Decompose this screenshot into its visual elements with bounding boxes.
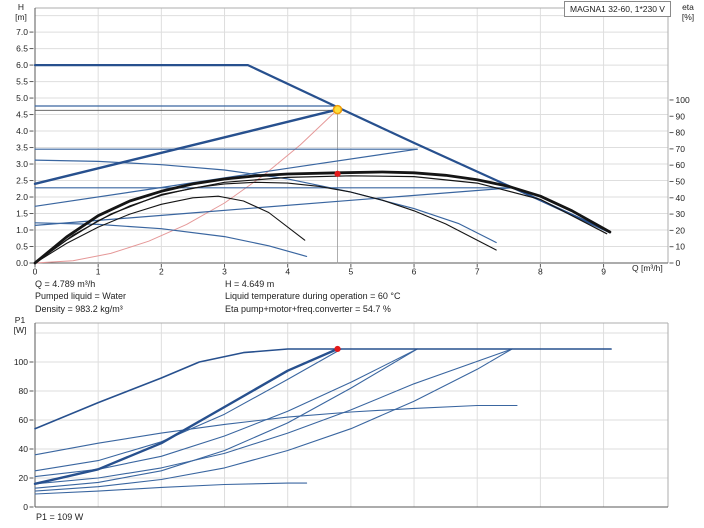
pumped-liquid-readout: Pumped liquid = Water — [35, 291, 126, 302]
tick-label: 1 — [96, 267, 101, 277]
tick-label: 4 — [285, 267, 290, 277]
tick-label: 60 — [19, 415, 29, 425]
pump-model-label: MAGNA1 32-60, 1*230 V — [564, 1, 671, 17]
tick-label: 6 — [412, 267, 417, 277]
eta-axis-unit: [%] — [681, 11, 695, 22]
p1-control-curve — [33, 347, 339, 485]
p1-prop-press-low — [34, 348, 513, 492]
tick-label: 10 — [676, 242, 686, 252]
p1-const-press-low — [34, 348, 513, 485]
eta-curve-max — [33, 170, 612, 265]
density-readout: Density = 983.2 kg/m³ — [35, 303, 123, 314]
p1-const-press-high — [34, 348, 342, 472]
tick-label: 40 — [19, 444, 29, 454]
tick-label: 0 — [23, 502, 28, 512]
tick-label: 3.5 — [16, 143, 28, 153]
eta-operating-point-marker — [334, 170, 341, 177]
tick-label: 6.0 — [16, 60, 28, 70]
duty-point-marker — [332, 104, 343, 115]
tick-label: 70 — [676, 144, 686, 154]
p1-max-curve — [34, 348, 612, 430]
tick-label: 80 — [19, 386, 29, 396]
tick-label: 5.5 — [16, 77, 28, 87]
qh-min-curve — [34, 222, 308, 257]
tick-label: 2.0 — [16, 192, 28, 202]
tick-label: 0.5 — [16, 242, 28, 252]
tick-label: 20 — [19, 473, 29, 483]
tick-label: 9 — [601, 267, 606, 277]
tick-label: 20 — [676, 225, 686, 235]
tick-label: 90 — [676, 111, 686, 121]
qh-prop-press-low — [34, 187, 513, 226]
tick-label: 40 — [676, 193, 686, 203]
p1-min-curve — [34, 482, 308, 495]
tick-label: 6.5 — [16, 44, 28, 54]
qh-chart: 0.0 0.5 1.0 1.5 2.0 2.5 3.0 3.5 4.0 4.5 5.0 5.5 6.0 6… — [16, 7, 690, 277]
tick-label: 1.5 — [16, 209, 28, 219]
q-axis-title: Q [m³/h] — [632, 263, 663, 273]
p1-operating-point-marker — [334, 345, 341, 353]
p1-axis-unit: [W] — [13, 324, 27, 335]
tick-label: 5.0 — [16, 93, 28, 103]
tick-label: 30 — [676, 209, 686, 219]
p1-chart: 0 20 40 60 80 100 — [14, 322, 669, 512]
tick-label: 8 — [538, 267, 543, 277]
p1-axis-title: P1 [W] — [8, 315, 32, 335]
p1-prop-press-mid — [34, 348, 418, 489]
h-axis-letter: H — [17, 2, 25, 12]
tick-label: 1.0 — [16, 225, 28, 235]
tick-label: 7.0 — [16, 27, 28, 37]
duty-head-readout: H = 4.649 m — [225, 279, 275, 289]
tick-label: 80 — [676, 128, 686, 138]
h-axis-unit: [m] — [15, 11, 27, 22]
duty-info-right: H = 4.649 m Liquid temperature during op… — [225, 278, 400, 315]
tick-label: 3 — [222, 267, 227, 277]
system-curve — [34, 109, 338, 264]
eta-curve-low — [34, 195, 306, 264]
tick-label: 0 — [676, 258, 681, 268]
tick-label: 7 — [475, 267, 480, 277]
duty-flow-readout: Q = 4.789 m³/h — [35, 279, 96, 289]
h-axis-title: H [m] — [8, 2, 34, 22]
tick-label: 3.0 — [16, 159, 28, 169]
tick-label: 4.5 — [16, 110, 28, 120]
tick-label: 2.5 — [16, 176, 28, 186]
tick-label: 0 — [33, 267, 38, 277]
eta-axis-title: eta [%] — [676, 2, 700, 22]
qh-control-curve — [33, 108, 339, 185]
duty-info-left: Q = 4.789 m³/h Pumped liquid = Water Den… — [35, 278, 126, 315]
tick-label: 5 — [349, 267, 354, 277]
liquid-temp-readout: Liquid temperature during operation = 60… — [225, 291, 401, 302]
tick-label: 50 — [676, 176, 686, 186]
tick-label: 60 — [676, 160, 686, 170]
eta-curve-max-band — [34, 175, 608, 264]
tick-label: 2 — [159, 267, 164, 277]
qh-max-curve — [33, 63, 611, 234]
tick-label: 100 — [676, 95, 690, 105]
p1-power-readout: P1 = 109 W — [36, 512, 84, 522]
tick-label: 100 — [14, 357, 28, 367]
eta-axis-letter: eta — [682, 2, 694, 12]
p1-axis-letter: P1 — [14, 315, 26, 325]
tick-label: 4.0 — [16, 126, 28, 136]
eta-total-readout: Eta pump+motor+freq.converter = 54.7 % — [225, 303, 391, 314]
p1-speed-curve-mid — [34, 404, 518, 456]
tick-label: 0.0 — [16, 258, 28, 268]
